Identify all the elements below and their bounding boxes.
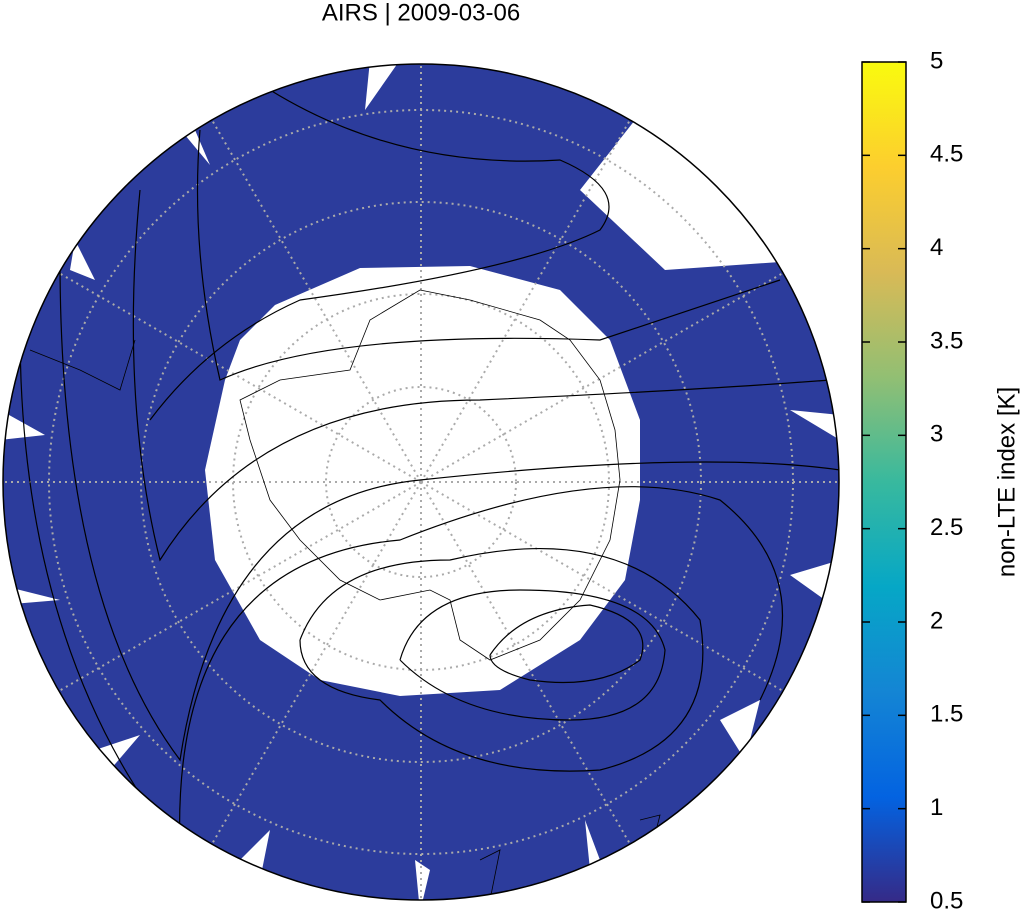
map-border (2, 63, 840, 901)
meridian (420, 117, 632, 483)
colorbar-tick-label: 2 (930, 607, 943, 634)
meridian (56, 271, 422, 483)
meridian (210, 481, 422, 847)
contour (132, 189, 831, 562)
contour (489, 604, 644, 684)
meridian (210, 117, 422, 483)
meridian (420, 481, 632, 847)
meridians (3, 64, 839, 900)
colorbar (861, 61, 907, 903)
latitude-circle (325, 386, 517, 578)
contour (299, 547, 704, 772)
coastline (239, 289, 621, 661)
colorbar-tick-label: 5 (930, 47, 943, 74)
contour (196, 129, 781, 381)
contour (149, 89, 610, 421)
map-title: AIRS | 2009-03-06 (322, 0, 520, 26)
colorbar-label: non-LTE index [K] (993, 387, 1020, 577)
latitude-circle (140, 201, 702, 763)
contour (399, 589, 666, 721)
colorbar-tick-label: 1.5 (930, 701, 963, 728)
colorbar-tick-label: 1 (930, 794, 943, 821)
contour (59, 259, 839, 762)
colorbar-tick-label: 3.5 (930, 327, 963, 354)
meridian (420, 481, 786, 693)
colorbar-tick-label: 2.5 (930, 514, 963, 541)
colorbar-tick-label: 0.5 (930, 887, 963, 912)
contour (19, 329, 784, 852)
meridian (420, 271, 786, 483)
map-disk (3, 64, 839, 900)
colorbar-tick-label: 4.5 (930, 141, 963, 168)
colorbar-tick-label: 4 (930, 234, 943, 261)
colorbar-tick-label: 3 (930, 421, 943, 448)
